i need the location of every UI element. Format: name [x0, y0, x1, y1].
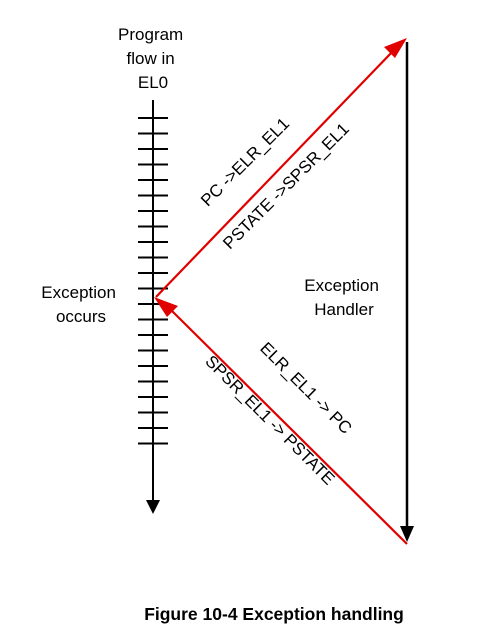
program-flow-label: Program flow in EL0 [118, 25, 188, 92]
program-flow-label-line-1: Program [118, 25, 183, 44]
program-flow-label-line-3: EL0 [138, 73, 168, 92]
exception-occurs-label: Exception occurs [41, 283, 120, 326]
handler-label-line-2: Handler [314, 300, 374, 319]
exception-handler-label: Exception Handler [304, 276, 383, 319]
exception-return-arrowhead [154, 297, 178, 317]
exception-occurs-line-2: occurs [56, 307, 106, 326]
figure-caption: Figure 10-4 Exception handling [144, 604, 404, 624]
handler-arrowhead [400, 526, 414, 542]
entry-label-pstate: PSTATE ->SPSR_EL1 [219, 119, 353, 253]
exception-entry-line [155, 49, 395, 298]
return-label-pstate: SPSR_EL1 -> PSTATE [201, 352, 338, 489]
exception-return-line [169, 308, 408, 545]
exception-entry-arrowhead [384, 38, 407, 58]
exception-entry-arrow [155, 38, 407, 298]
handler-label-line-1: Exception [304, 276, 379, 295]
timeline-arrowhead [146, 500, 160, 514]
exception-return-arrow [154, 297, 408, 545]
handler-arrow [400, 42, 414, 542]
exception-occurs-line-1: Exception [41, 283, 116, 302]
program-flow-label-line-2: flow in [127, 49, 175, 68]
